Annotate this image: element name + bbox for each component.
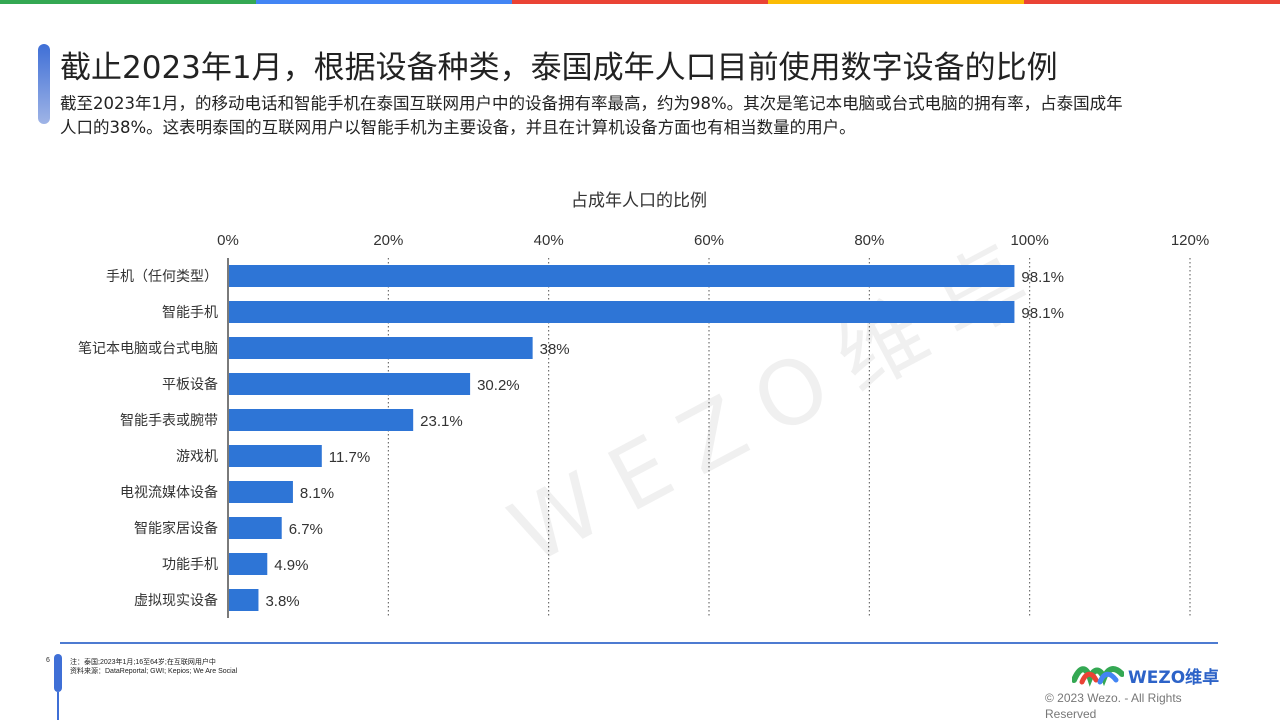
category-label: 智能手机: [162, 305, 218, 321]
x-tick-label: 100%: [1010, 232, 1048, 249]
bar: [229, 553, 268, 575]
data-label: 6.7%: [289, 521, 323, 538]
category-label: 智能手表或腕带: [120, 413, 218, 429]
data-label: 8.1%: [300, 485, 334, 502]
footer-accent-bar: [54, 654, 62, 692]
logo-text: WEZO维卓: [1128, 668, 1220, 688]
bar: [229, 409, 414, 431]
top-bar-segment: [256, 0, 512, 4]
page-number: 6: [46, 657, 50, 664]
data-label: 38%: [540, 341, 570, 358]
top-bar-segment: [0, 0, 256, 4]
category-label: 电视流媒体设备: [120, 484, 218, 501]
bar: [229, 445, 322, 467]
bar: [229, 337, 533, 359]
page-subtitle: 截至2023年1月，的移动电话和智能手机在泰国互联网用户中的设备拥有率最高，约为…: [60, 94, 1123, 137]
title-accent-bar: [38, 44, 50, 124]
x-tick-label: 80%: [854, 232, 884, 249]
x-tick-label: 20%: [373, 232, 403, 249]
data-label: 4.9%: [274, 557, 308, 574]
footer-vertical-line: [57, 692, 59, 720]
bar: [229, 589, 259, 611]
page-title: 截止2023年1月，根据设备种类，泰国成年人口目前使用数字设备的比例: [60, 50, 1058, 86]
category-label: 笔记本电脑或台式电脑: [78, 341, 218, 357]
data-label: 30.2%: [477, 377, 520, 394]
copyright-text: © 2023 Wezo. - All Rights Reserved: [1045, 691, 1182, 721]
category-label: 手机（任何类型）: [106, 269, 218, 285]
category-label: 平板设备: [162, 376, 218, 393]
data-label: 98.1%: [1021, 305, 1064, 322]
top-color-bar: [0, 0, 1280, 4]
x-tick-label: 120%: [1171, 232, 1209, 249]
x-tick-label: 0%: [217, 232, 239, 249]
chart-title: 占成年人口的比例: [571, 191, 707, 211]
top-bar-segment: [768, 0, 1024, 4]
category-label: 功能手机: [162, 557, 218, 573]
footer-notes: 注：泰国;2023年1月;16至64岁;在互联网用户中 资料来源：DataRep…: [70, 658, 237, 676]
bar: [229, 517, 282, 539]
category-label: 智能家居设备: [134, 520, 218, 537]
wezo-logo-icon: [1072, 665, 1124, 687]
category-label: 虚拟现实设备: [134, 592, 218, 609]
top-bar-segment: [1024, 0, 1280, 4]
data-label: 11.7%: [329, 449, 370, 466]
bar: [229, 373, 471, 395]
category-label: 游戏机: [176, 449, 218, 465]
x-tick-label: 60%: [694, 232, 724, 249]
bar: [229, 481, 293, 503]
x-tick-label: 40%: [534, 232, 564, 249]
footer-source: 资料来源：DataReportal; GWI; Kepios; We Are S…: [70, 668, 238, 675]
data-label: 98.1%: [1021, 269, 1064, 286]
footer-divider: [60, 642, 1218, 644]
bar: [229, 301, 1015, 323]
footer-note: 注：泰国;2023年1月;16至64岁;在互联网用户中: [70, 659, 216, 666]
bar: [229, 265, 1015, 287]
data-label: 23.1%: [420, 413, 463, 430]
top-bar-segment: [512, 0, 768, 4]
wezo-logo: WEZO维卓: [1072, 663, 1219, 688]
data-label: 3.8%: [265, 593, 299, 610]
bar-chart: 占成年人口的比例 0% 20% 40% 60% 80% 100% 120% 手机（任何类型） 98…: [78, 191, 1209, 618]
